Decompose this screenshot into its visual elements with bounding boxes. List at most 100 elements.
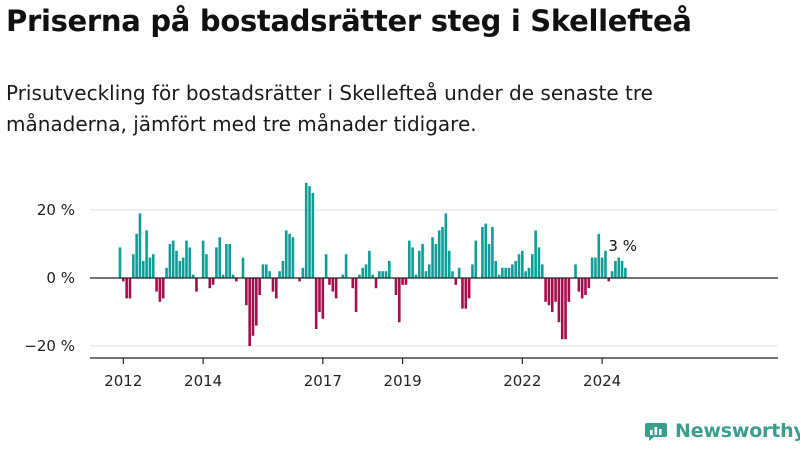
- bar: [188, 247, 192, 278]
- bar: [594, 257, 597, 278]
- bar: [341, 274, 345, 278]
- bar: [544, 278, 547, 302]
- bar: [291, 237, 295, 278]
- bar: [407, 240, 411, 278]
- bar: [517, 254, 521, 278]
- bar: [354, 278, 358, 312]
- bar: [624, 267, 627, 278]
- bar: [424, 271, 428, 278]
- bar: [334, 278, 338, 299]
- bar: [248, 278, 251, 346]
- bar: [511, 264, 514, 278]
- bar: [308, 186, 311, 278]
- bar: [414, 274, 418, 278]
- bar: [281, 261, 285, 278]
- bar: [201, 240, 205, 278]
- bar: [378, 271, 381, 278]
- bar: [457, 267, 461, 278]
- bar: [145, 230, 148, 278]
- bar: [497, 274, 501, 278]
- x-tick-label: 2024: [583, 372, 621, 390]
- bar: [245, 278, 248, 306]
- bar: [208, 278, 212, 289]
- bar: [620, 261, 624, 278]
- bar: [191, 274, 195, 278]
- bar: [491, 227, 494, 278]
- bar: [494, 261, 498, 278]
- y-tick-label: 20 %: [37, 201, 75, 219]
- bar: [351, 278, 355, 289]
- latest-value-annotation: 3 %: [608, 237, 637, 255]
- bar: [464, 278, 468, 309]
- bar: [524, 271, 527, 278]
- x-tick-label: 2014: [184, 372, 222, 390]
- bar: [364, 264, 368, 278]
- x-axis-ticks: 2012 2014 2017 2019 2022 2024: [104, 358, 621, 390]
- y-axis-ticks: 20 % 0 % −20 %: [24, 201, 75, 355]
- bar: [368, 250, 371, 278]
- bar: [487, 244, 491, 278]
- bar: [268, 271, 271, 278]
- bar: [125, 278, 128, 299]
- bar: [481, 227, 484, 278]
- bar: [574, 264, 577, 278]
- axes: [90, 277, 778, 359]
- y-tick-label: 0 %: [46, 269, 75, 287]
- bar: [394, 278, 398, 295]
- bar: [158, 278, 162, 302]
- bar: [461, 278, 464, 309]
- bar: [321, 278, 325, 319]
- bar: [118, 247, 122, 278]
- bar: [251, 278, 255, 336]
- bar: [451, 271, 454, 278]
- bar: [474, 240, 478, 278]
- bar-chart-logo-icon: [645, 423, 667, 441]
- bar: [361, 267, 365, 278]
- bar: [185, 240, 188, 278]
- bar: [521, 250, 524, 278]
- bar: [584, 278, 587, 295]
- bar: [590, 257, 594, 278]
- bar: [168, 244, 172, 278]
- bar: [507, 267, 511, 278]
- bar: [441, 227, 444, 278]
- x-tick-label: 2017: [304, 372, 342, 390]
- bar: [417, 250, 421, 278]
- bar: [381, 271, 384, 278]
- bar: [128, 278, 132, 299]
- bar: [318, 278, 321, 312]
- bar: [284, 230, 288, 278]
- bar: [514, 261, 517, 278]
- logo-text: Newsworthy: [675, 420, 800, 442]
- bar: [231, 274, 235, 278]
- bar: [617, 257, 621, 278]
- bar: [132, 254, 135, 278]
- bar: [195, 278, 198, 292]
- bar: [141, 261, 145, 278]
- bar: [484, 223, 488, 278]
- bar: [564, 278, 567, 340]
- bar: [255, 278, 258, 326]
- bar: [265, 264, 268, 278]
- bar: [610, 271, 614, 278]
- bar: [600, 257, 604, 278]
- x-tick-label: 2022: [503, 372, 541, 390]
- bar: [221, 274, 225, 278]
- bar: [607, 278, 611, 282]
- bar: [358, 274, 361, 278]
- bar: [274, 278, 278, 299]
- bar: [225, 244, 228, 278]
- bar: [501, 267, 504, 278]
- bar: [401, 278, 404, 285]
- bar: [587, 278, 591, 289]
- bar: [534, 230, 537, 278]
- bar: [175, 250, 178, 278]
- chart-title: Priserna på bostadsrätter steg i Skellef…: [6, 4, 692, 38]
- bar: [288, 233, 291, 278]
- bar: [388, 261, 391, 278]
- bar: [597, 233, 601, 278]
- newsworthy-logo[interactable]: Newsworthy: [644, 419, 800, 443]
- bar: [258, 278, 261, 295]
- bar: [155, 278, 158, 292]
